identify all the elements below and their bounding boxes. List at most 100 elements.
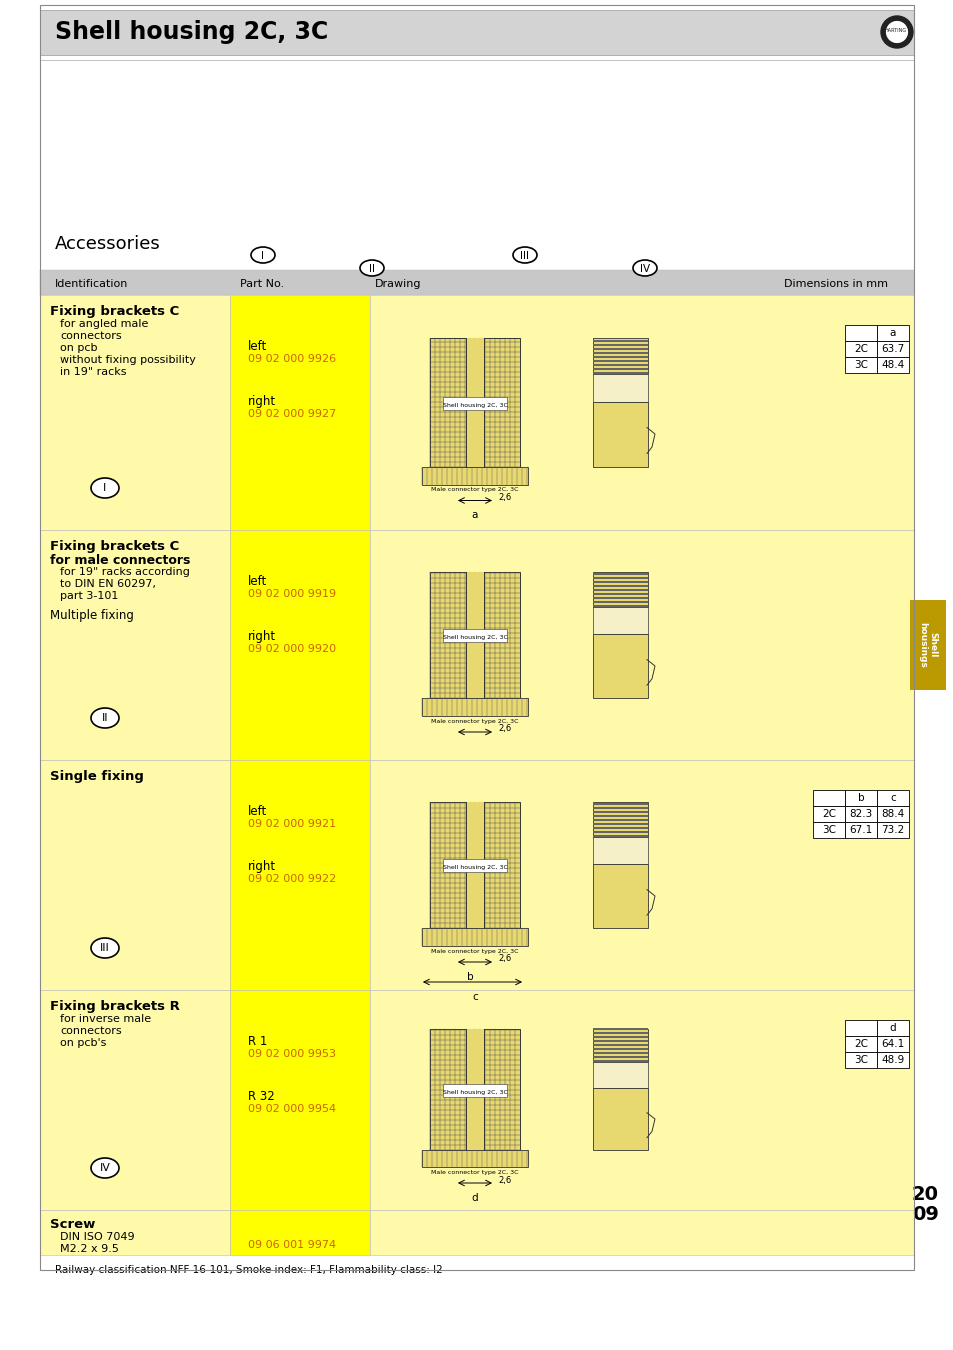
Text: on pcb's: on pcb's bbox=[60, 1038, 107, 1048]
Text: II: II bbox=[102, 713, 108, 724]
Bar bbox=[421, 1150, 527, 1166]
Text: DIN ISO 7049: DIN ISO 7049 bbox=[60, 1233, 134, 1242]
Bar bbox=[593, 580, 647, 583]
Bar bbox=[442, 859, 506, 872]
Bar bbox=[40, 9, 913, 55]
Text: b: b bbox=[466, 972, 473, 981]
Text: II: II bbox=[369, 265, 375, 274]
Bar bbox=[844, 822, 876, 838]
Bar bbox=[593, 572, 647, 608]
Text: Fixing brackets C: Fixing brackets C bbox=[50, 305, 179, 319]
Bar bbox=[593, 803, 647, 805]
Text: Fixing brackets R: Fixing brackets R bbox=[50, 1000, 180, 1012]
Ellipse shape bbox=[91, 1158, 119, 1179]
Bar bbox=[593, 608, 647, 634]
Text: 2,6: 2,6 bbox=[497, 954, 511, 964]
Ellipse shape bbox=[91, 938, 119, 958]
Bar bbox=[593, 359, 647, 362]
Bar bbox=[40, 270, 913, 296]
Text: 2C: 2C bbox=[853, 344, 867, 354]
Text: 09 02 000 9954: 09 02 000 9954 bbox=[248, 1104, 335, 1114]
Text: right: right bbox=[248, 630, 275, 643]
Text: 09 06 001 9974: 09 06 001 9974 bbox=[248, 1241, 335, 1250]
Bar bbox=[593, 597, 647, 599]
Circle shape bbox=[885, 22, 906, 42]
Text: Male connector type 2C, 3C: Male connector type 2C, 3C bbox=[431, 720, 518, 724]
Bar bbox=[876, 822, 908, 838]
Text: 3C: 3C bbox=[853, 1054, 867, 1065]
Bar bbox=[370, 531, 913, 760]
Text: Shell
housings: Shell housings bbox=[918, 622, 937, 668]
Bar bbox=[593, 1062, 647, 1088]
Bar bbox=[421, 927, 527, 946]
Bar bbox=[593, 1048, 647, 1050]
Text: 3C: 3C bbox=[853, 360, 867, 370]
Bar bbox=[876, 1052, 908, 1068]
Bar bbox=[876, 1035, 908, 1052]
Text: left: left bbox=[248, 575, 267, 589]
Bar bbox=[593, 338, 647, 374]
Ellipse shape bbox=[251, 247, 274, 263]
Bar bbox=[593, 828, 647, 829]
Text: Railway classification NFF 16-101, Smoke index: F1, Flammability class: I2: Railway classification NFF 16-101, Smoke… bbox=[55, 1265, 442, 1274]
Text: IV: IV bbox=[99, 1162, 111, 1173]
Text: 20: 20 bbox=[911, 1185, 938, 1204]
Bar bbox=[876, 356, 908, 373]
Text: 67.1: 67.1 bbox=[848, 825, 872, 836]
Text: for angled male: for angled male bbox=[60, 319, 149, 329]
Text: 09 02 000 9920: 09 02 000 9920 bbox=[248, 644, 335, 653]
Bar bbox=[465, 802, 483, 927]
Text: Male connector type 2C, 3C: Male connector type 2C, 3C bbox=[431, 949, 518, 954]
Bar bbox=[593, 1088, 647, 1150]
Bar bbox=[876, 342, 908, 356]
Text: 09 02 000 9926: 09 02 000 9926 bbox=[248, 354, 335, 364]
Text: Single fixing: Single fixing bbox=[50, 769, 144, 783]
Bar bbox=[593, 815, 647, 817]
Text: 88.4: 88.4 bbox=[881, 809, 903, 819]
Bar bbox=[844, 806, 876, 822]
Bar bbox=[593, 864, 647, 927]
Text: right: right bbox=[248, 860, 275, 873]
Text: 09 02 000 9953: 09 02 000 9953 bbox=[248, 1049, 335, 1058]
Bar bbox=[593, 347, 647, 350]
Ellipse shape bbox=[513, 247, 537, 263]
Bar bbox=[876, 1021, 908, 1035]
Text: Shell housing 2C, 3C: Shell housing 2C, 3C bbox=[442, 402, 507, 408]
Text: in 19" racks: in 19" racks bbox=[60, 367, 127, 377]
Bar bbox=[593, 401, 647, 467]
Bar bbox=[593, 1056, 647, 1058]
Bar bbox=[844, 1052, 876, 1068]
Text: connectors: connectors bbox=[60, 331, 121, 342]
Bar bbox=[40, 1210, 230, 1256]
Text: left: left bbox=[248, 340, 267, 352]
Bar bbox=[442, 629, 506, 643]
Text: on pcb: on pcb bbox=[60, 343, 97, 352]
Text: Shell housing 2C, 3C: Shell housing 2C, 3C bbox=[442, 865, 507, 869]
Bar bbox=[430, 1029, 519, 1150]
Text: right: right bbox=[248, 396, 275, 408]
Circle shape bbox=[880, 16, 912, 49]
Bar bbox=[593, 1027, 647, 1030]
Bar bbox=[230, 760, 370, 990]
Bar bbox=[844, 790, 876, 806]
Bar bbox=[593, 1031, 647, 1034]
Bar bbox=[593, 1060, 647, 1062]
Bar bbox=[844, 325, 876, 342]
Bar bbox=[421, 698, 527, 716]
Bar bbox=[593, 605, 647, 608]
Bar bbox=[593, 802, 647, 837]
Bar bbox=[40, 296, 230, 531]
Bar bbox=[593, 367, 647, 370]
Text: connectors: connectors bbox=[60, 1026, 121, 1035]
Text: R 32: R 32 bbox=[248, 1089, 274, 1103]
Text: 2,6: 2,6 bbox=[497, 493, 511, 502]
Bar bbox=[230, 296, 370, 531]
Text: left: left bbox=[248, 805, 267, 818]
Bar bbox=[593, 837, 647, 864]
Bar bbox=[593, 363, 647, 366]
Bar bbox=[421, 467, 527, 485]
Bar bbox=[593, 374, 647, 401]
Text: Accessories: Accessories bbox=[55, 235, 161, 252]
Bar bbox=[593, 811, 647, 813]
Text: Male connector type 2C, 3C: Male connector type 2C, 3C bbox=[431, 1170, 518, 1174]
